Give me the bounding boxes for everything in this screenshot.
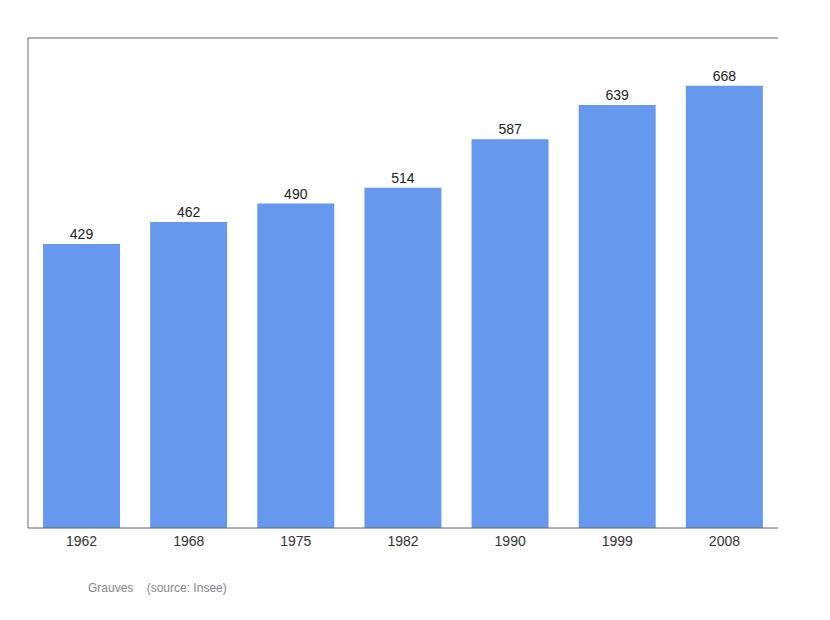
svg-text:1999: 1999 <box>602 533 633 549</box>
svg-text:462: 462 <box>177 204 201 220</box>
svg-text:587: 587 <box>498 121 522 137</box>
svg-text:514: 514 <box>391 170 415 186</box>
svg-text:490: 490 <box>284 186 308 202</box>
svg-text:639: 639 <box>606 87 630 103</box>
svg-text:1962: 1962 <box>66 533 97 549</box>
svg-text:429: 429 <box>70 226 94 242</box>
html-text:Grauves (source: Insee): Grauves (source: Insee) <box>88 581 227 595</box>
svg-text:1982: 1982 <box>387 533 418 549</box>
svg-text:1968: 1968 <box>173 533 204 549</box>
svg-text:1975: 1975 <box>280 533 311 549</box>
svg-text:2008: 2008 <box>709 533 740 549</box>
svg-text:668: 668 <box>713 68 737 84</box>
svg-text:1990: 1990 <box>495 533 526 549</box>
